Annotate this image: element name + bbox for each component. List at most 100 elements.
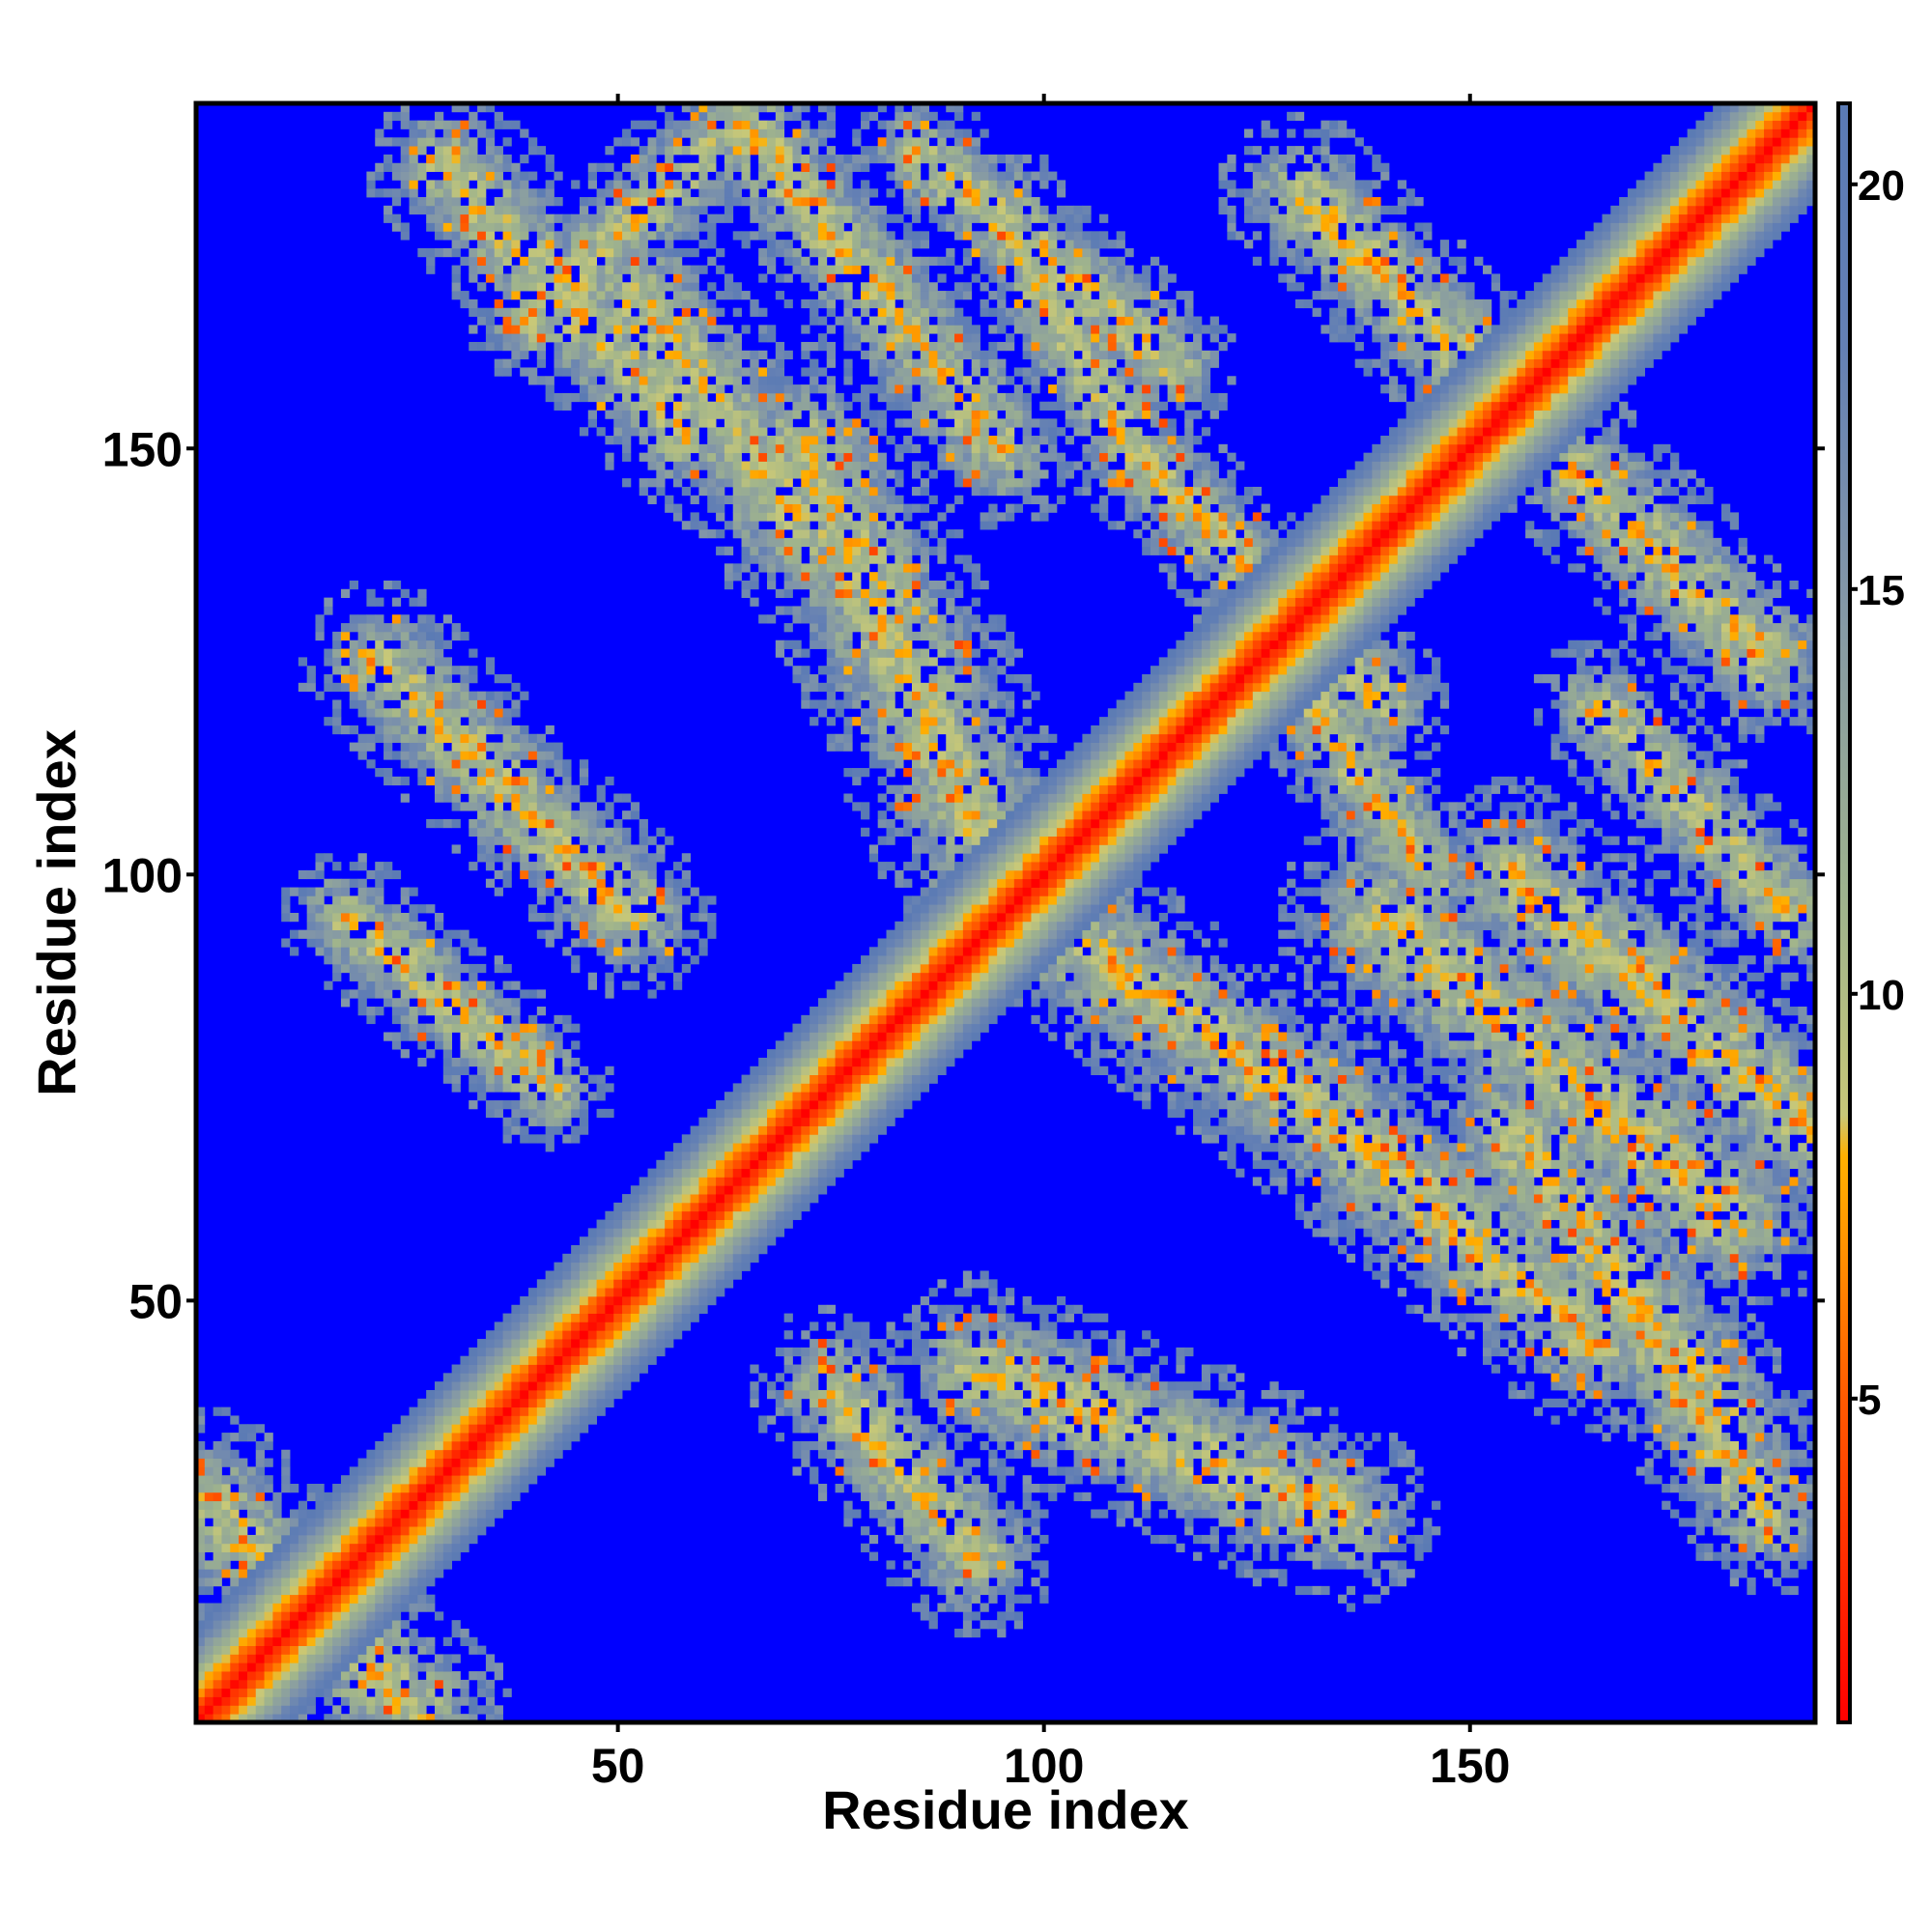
heatmap-cell (451, 1714, 461, 1723)
heatmap-cell (375, 895, 384, 905)
heatmap-cell (630, 1347, 640, 1357)
heatmap-cell (477, 128, 487, 138)
heatmap-cell (665, 1270, 674, 1280)
heatmap-cell (647, 929, 657, 939)
heatmap-cell (571, 291, 581, 300)
heatmap-cell (707, 921, 717, 931)
heatmap-cell (665, 265, 674, 274)
heatmap-cell (792, 1194, 802, 1204)
heatmap-cell (716, 180, 725, 189)
heatmap-cell (724, 213, 734, 223)
heatmap-cell (340, 989, 351, 999)
heatmap-cell (724, 546, 734, 555)
heatmap-cell (502, 1339, 512, 1349)
heatmap-cell (826, 1373, 836, 1382)
heatmap-cell (810, 162, 819, 172)
heatmap-cell (596, 427, 606, 437)
heatmap-cell (511, 1492, 521, 1502)
heatmap-cell (324, 1688, 333, 1697)
heatmap-cell (587, 1279, 597, 1289)
heatmap-cell (801, 1440, 810, 1451)
heatmap-cell (613, 1270, 623, 1280)
heatmap-cell (750, 512, 759, 522)
heatmap-cell (571, 913, 581, 923)
heatmap-cell (545, 240, 554, 249)
heatmap-cell (801, 1381, 810, 1391)
heatmap-cell (520, 802, 529, 811)
heatmap-cell (750, 1228, 759, 1237)
heatmap-cell (750, 443, 759, 454)
heatmap-cell (622, 1245, 632, 1255)
heatmap-cell (741, 443, 751, 454)
heatmap-cell (639, 921, 648, 931)
heatmap-cell (502, 1398, 512, 1408)
heatmap-cell (290, 1714, 299, 1723)
heatmap-cell (264, 1671, 273, 1681)
heatmap-cell (810, 1194, 819, 1204)
heatmap-cell (630, 1295, 640, 1306)
heatmap-cell (384, 1620, 393, 1630)
heatmap-cell (817, 162, 828, 172)
heatmap-cell (596, 231, 606, 241)
heatmap-cell (587, 247, 597, 258)
heatmap-cell (204, 1714, 214, 1723)
heatmap-cell (792, 1065, 802, 1075)
heatmap-cell (426, 1551, 436, 1561)
heatmap-cell (579, 827, 589, 838)
heatmap-cell (724, 495, 734, 504)
heatmap-cell (817, 572, 828, 582)
heatmap-cell (477, 844, 487, 854)
heatmap-cell (817, 291, 828, 300)
heatmap-cell (741, 162, 751, 172)
heatmap-cell (647, 325, 657, 334)
heatmap-cell (520, 1321, 529, 1331)
heatmap-cell (536, 768, 547, 778)
heatmap-cell (485, 137, 496, 147)
heatmap-cell (605, 1262, 614, 1271)
heatmap-cell (442, 1440, 453, 1451)
heatmap-cell (758, 1373, 768, 1382)
heatmap-cell (528, 1440, 538, 1451)
heatmap-cell (357, 742, 367, 752)
heatmap-cell (775, 1100, 785, 1110)
heatmap-cell (801, 1108, 810, 1119)
heatmap-cell (716, 436, 725, 445)
heatmap-cell (469, 1032, 478, 1041)
heatmap-cell (230, 1714, 240, 1723)
heatmap-cell (511, 1065, 521, 1075)
heatmap-cell (792, 1100, 802, 1110)
heatmap-cell (783, 537, 793, 548)
heatmap-cell (366, 1492, 376, 1502)
heatmap-cell (400, 120, 410, 129)
heatmap-cell (409, 887, 418, 896)
heatmap-cell (451, 1389, 461, 1400)
heatmap-cell (741, 537, 751, 548)
heatmap-cell (366, 188, 376, 198)
heatmap-cell (221, 1671, 231, 1681)
heatmap-cell (690, 1253, 699, 1264)
heatmap-cell (792, 674, 802, 684)
heatmap-cell (255, 1551, 265, 1561)
heatmap-cell (826, 1151, 836, 1161)
heatmap-cell (630, 1355, 640, 1365)
heatmap-cell (571, 1321, 581, 1331)
heatmap-cell (442, 768, 453, 778)
heatmap-cell (469, 980, 478, 990)
heatmap-cell (451, 1406, 461, 1416)
heatmap-cell (264, 1560, 273, 1570)
heatmap-cell (698, 486, 708, 497)
heatmap-cell (810, 1092, 819, 1101)
heatmap-cell (384, 1628, 393, 1638)
heatmap-cell (690, 1288, 699, 1297)
heatmap-cell (451, 1543, 461, 1552)
heatmap-cell (672, 1295, 683, 1306)
heatmap-cell (400, 171, 410, 181)
heatmap-cell (826, 384, 836, 394)
heatmap-cell (417, 1057, 427, 1067)
heatmap-cell (622, 904, 632, 914)
heatmap-cell (298, 1526, 308, 1536)
heatmap-cell (579, 1373, 589, 1382)
heatmap-cell (817, 554, 828, 564)
heatmap-cell (732, 350, 742, 360)
heatmap-cell (656, 963, 666, 974)
